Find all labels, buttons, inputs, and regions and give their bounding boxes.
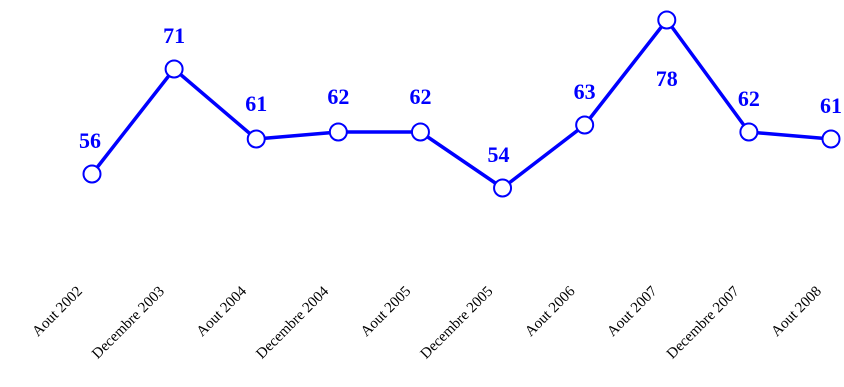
point-marker — [84, 166, 101, 183]
point-marker — [740, 124, 757, 141]
point-marker — [494, 180, 511, 197]
data-label: 56 — [79, 128, 101, 153]
point-marker — [412, 124, 429, 141]
data-label: 63 — [574, 79, 596, 104]
data-label: 71 — [163, 23, 185, 48]
data-label: 54 — [488, 142, 510, 167]
x-tick-label: Decembre 2005 — [418, 284, 497, 363]
data-label: 62 — [738, 86, 760, 111]
data-label: 61 — [820, 93, 842, 118]
point-marker — [658, 12, 675, 29]
x-tick-label: Aout 2008 — [768, 284, 824, 340]
x-tick-label: Aout 2005 — [358, 284, 414, 340]
x-tick-label: Aout 2007 — [604, 283, 661, 340]
data-label-layer: 56 71 61 62 62 54 63 78 62 61 — [79, 23, 842, 167]
series-line — [92, 20, 831, 188]
data-label: 78 — [656, 66, 678, 91]
x-tick-label: Decembre 2004 — [253, 283, 332, 362]
x-tick-label: Aout 2002 — [29, 284, 85, 340]
point-marker-layer — [84, 12, 840, 197]
data-label: 61 — [245, 91, 267, 116]
point-marker — [576, 117, 593, 134]
point-marker — [166, 61, 183, 78]
data-label: 62 — [409, 84, 431, 109]
point-marker — [330, 124, 347, 141]
point-marker — [248, 131, 265, 148]
series-line-layer — [92, 20, 831, 188]
x-tick-label: Aout 2004 — [194, 283, 251, 340]
point-marker — [823, 131, 840, 148]
x-tick-label: Aout 2006 — [522, 283, 579, 340]
data-label: 62 — [327, 84, 349, 109]
x-tick-label: Decembre 2003 — [89, 284, 168, 363]
x-tick-label-layer: Aout 2002 Decembre 2003 Aout 2004 Decembre … — [29, 283, 824, 362]
x-tick-label: Decembre 2007 — [664, 283, 743, 362]
